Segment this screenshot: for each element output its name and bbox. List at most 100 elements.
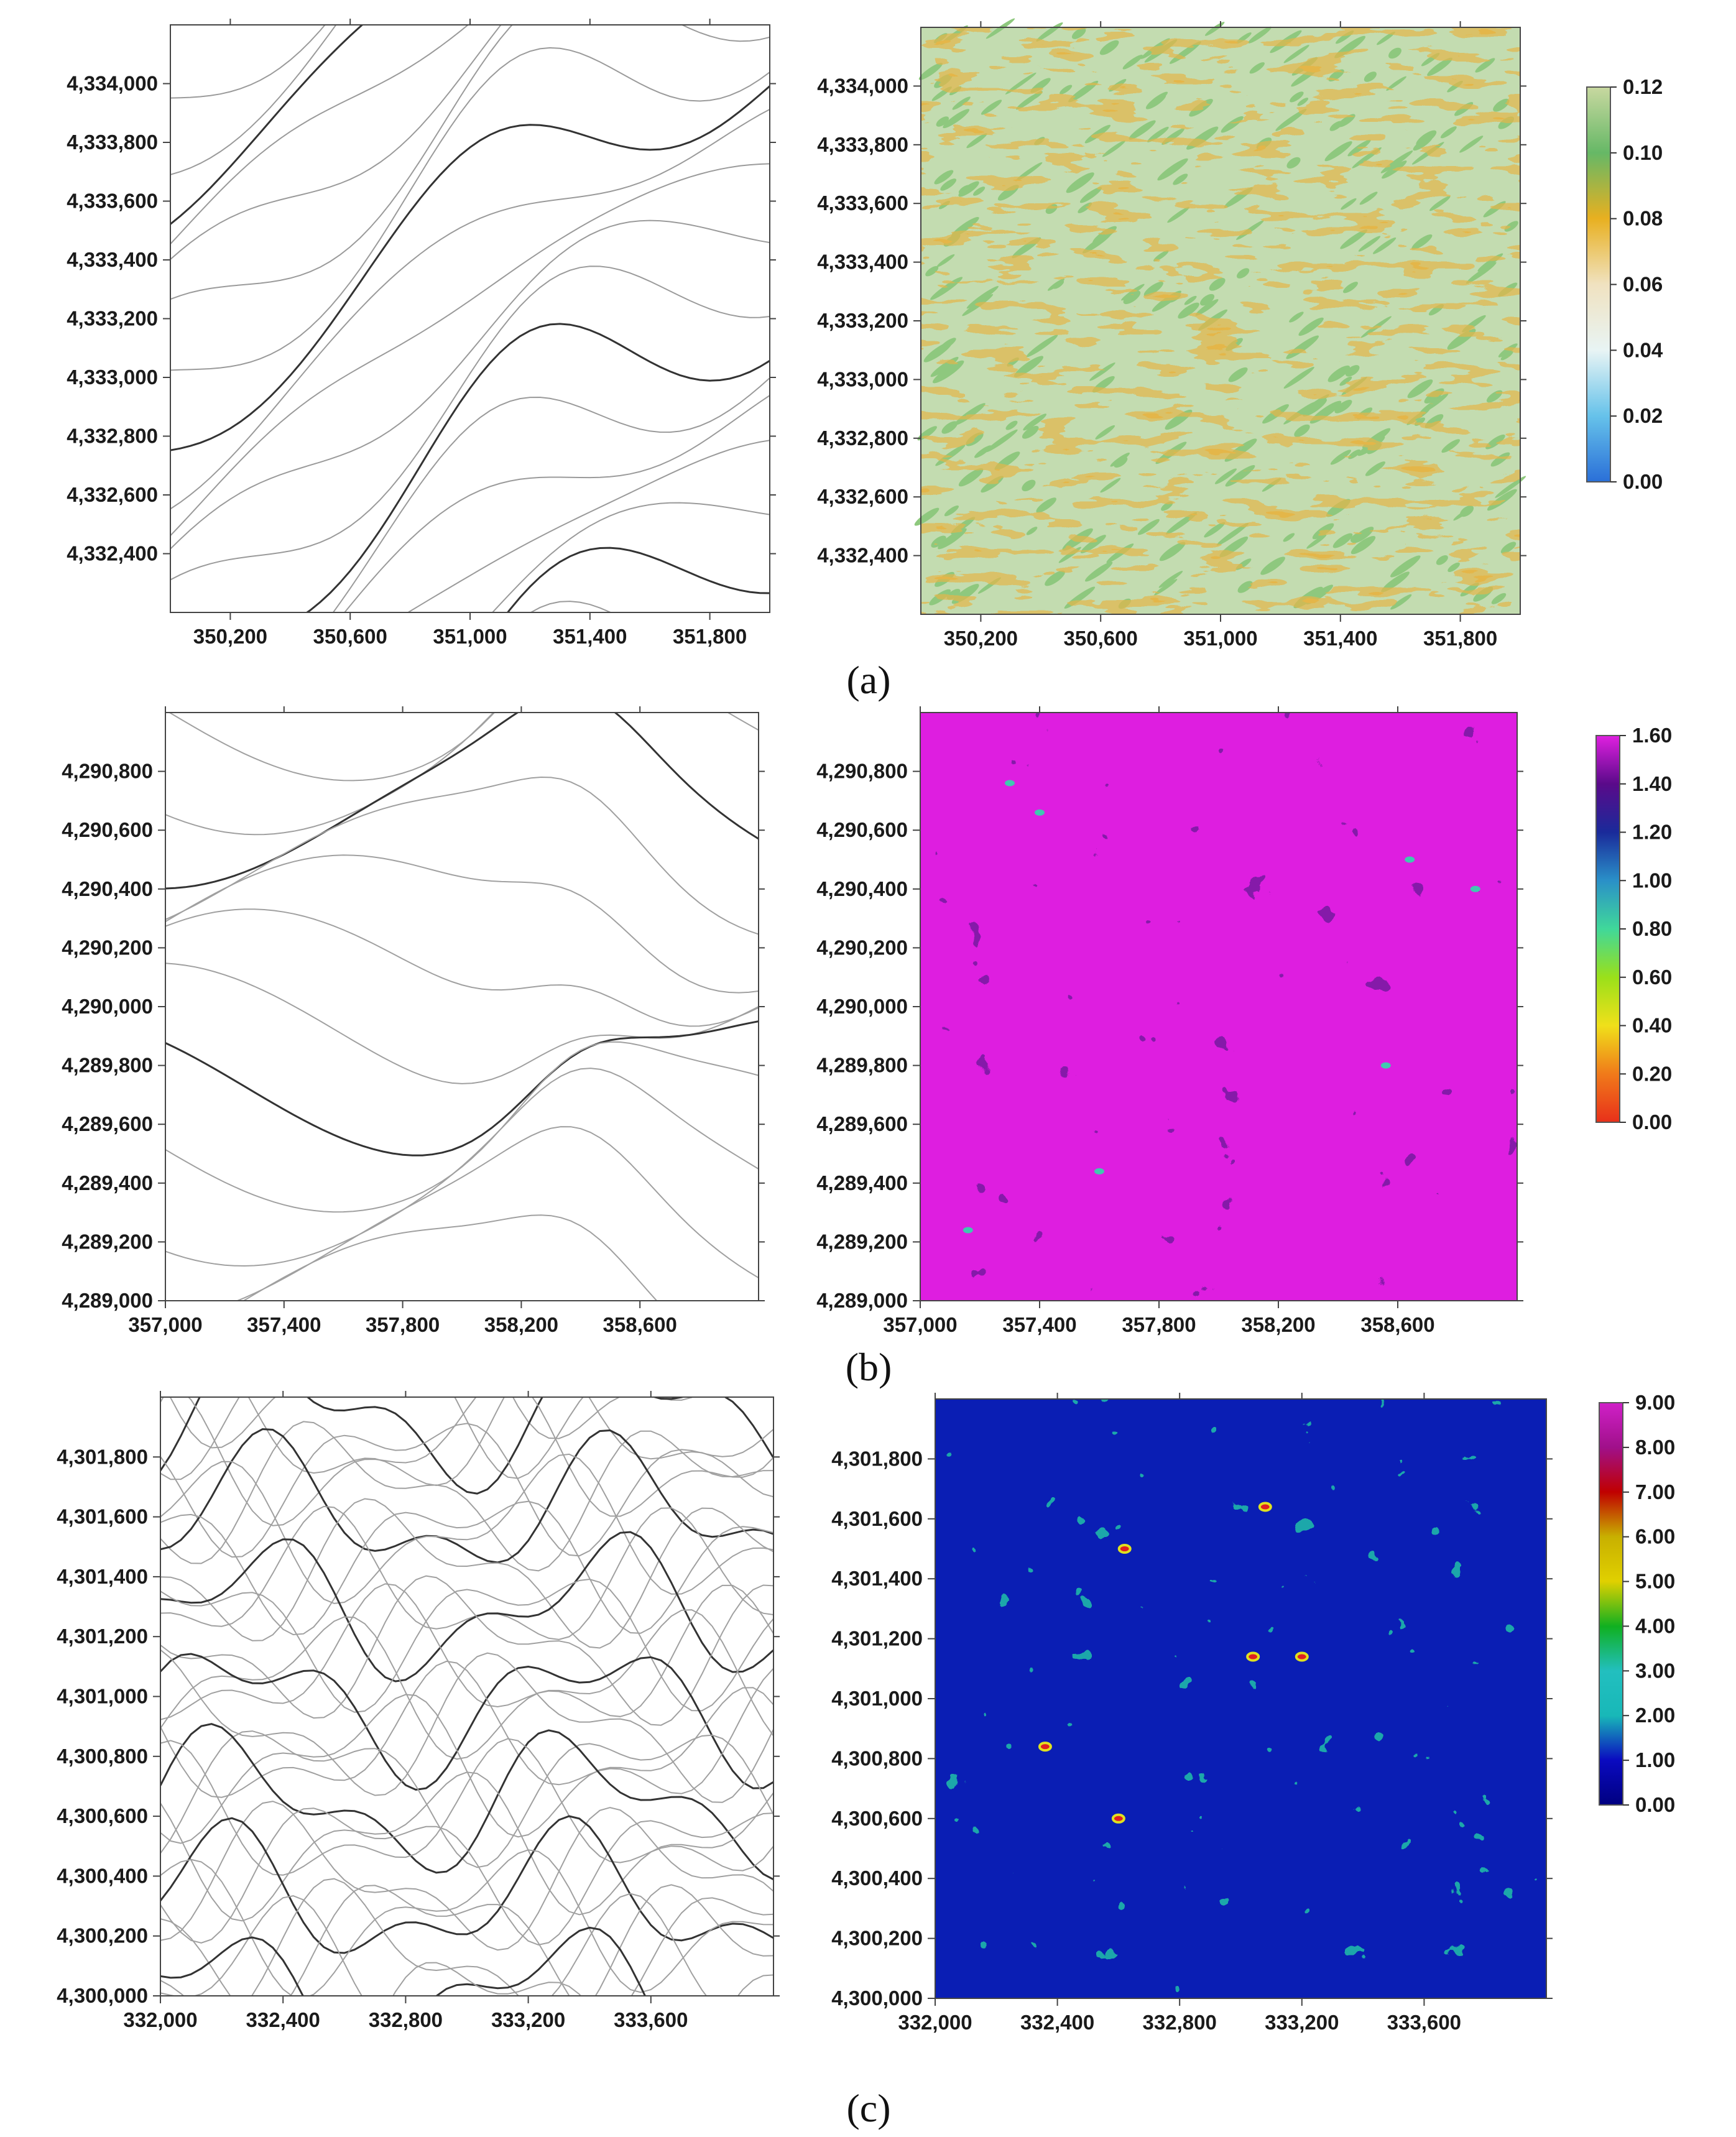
y-tick-label: 4,300,200 bbox=[57, 1924, 148, 1947]
y-tick-label: 4,290,600 bbox=[816, 818, 908, 841]
x-tick-label: 358,200 bbox=[1241, 1313, 1315, 1336]
index-contour-line bbox=[170, 25, 364, 225]
y-tick-label: 4,289,200 bbox=[62, 1230, 153, 1253]
y-tick-label: 4,301,800 bbox=[57, 1445, 148, 1468]
heatmap-peak bbox=[1470, 885, 1480, 892]
x-tick-label: 357,800 bbox=[1122, 1313, 1196, 1336]
y-tick-label: 4,300,400 bbox=[57, 1864, 148, 1887]
colorbar-tick-label: 0.06 bbox=[1623, 273, 1663, 296]
contour-line bbox=[165, 908, 759, 1027]
y-tick-label: 4,333,000 bbox=[67, 366, 158, 389]
y-tick-label: 4,333,400 bbox=[817, 251, 908, 274]
panels-layer: 350,200 350,600 351,000 351,400 351,800 4,334… bbox=[57, 18, 1675, 2130]
contour-line bbox=[160, 1660, 773, 1798]
colorbar-tick-label: 1.60 bbox=[1632, 724, 1672, 747]
x-tick-label: 357,000 bbox=[128, 1313, 202, 1336]
heatmap-peak bbox=[1295, 1651, 1309, 1662]
heatmap-peak bbox=[1111, 1813, 1125, 1824]
contour-line bbox=[332, 377, 770, 612]
y-tick-label: 4,333,200 bbox=[67, 307, 158, 330]
index-contour-line bbox=[160, 1926, 647, 1996]
x-tick-label: 332,400 bbox=[246, 2008, 320, 2031]
contour-line bbox=[165, 776, 759, 935]
y-tick-label: 4,300,600 bbox=[57, 1804, 148, 1827]
x-tick-label: 350,600 bbox=[313, 625, 387, 648]
colorbar-tick-label: 7.00 bbox=[1635, 1480, 1675, 1503]
x-tick-label: 351,400 bbox=[553, 625, 627, 648]
panel-caption: (a) bbox=[846, 658, 890, 702]
contour-panel-b: 357,000 357,400 357,800 358,200 358,600 4,290… bbox=[62, 706, 765, 1336]
heatmap-peak bbox=[1246, 1651, 1260, 1662]
y-tick-label: 4,289,400 bbox=[816, 1171, 908, 1194]
contour-line bbox=[170, 25, 326, 99]
y-tick-label: 4,289,800 bbox=[816, 1054, 908, 1077]
y-tick-label: 4,300,000 bbox=[831, 1987, 923, 2010]
index-contour-line bbox=[160, 1531, 773, 1682]
y-tick-label: 4,300,800 bbox=[831, 1747, 923, 1770]
y-tick-label: 4,300,200 bbox=[831, 1927, 923, 1950]
y-tick-label: 4,332,400 bbox=[817, 544, 908, 567]
contour-line bbox=[160, 1807, 773, 1946]
heatmap-peak bbox=[1405, 856, 1415, 863]
colorbar-tick-label: 0.40 bbox=[1632, 1014, 1672, 1037]
x-tick-label: 350,200 bbox=[193, 625, 267, 648]
contour-line bbox=[160, 1575, 773, 1726]
x-tick-label: 351,800 bbox=[1423, 627, 1497, 650]
x-tick-label: 351,000 bbox=[433, 625, 507, 648]
contour-line bbox=[160, 1801, 773, 1951]
contour-line bbox=[169, 1397, 694, 1449]
x-tick-label: 351,000 bbox=[1183, 627, 1257, 650]
colorbar-tick-label: 0.00 bbox=[1623, 470, 1663, 493]
contour-line bbox=[491, 502, 770, 612]
x-tick-label: 333,600 bbox=[1387, 2011, 1461, 2034]
y-tick-label: 4,290,200 bbox=[62, 936, 153, 959]
colorbar-tick-label: 0.00 bbox=[1635, 1793, 1675, 1816]
y-tick-label: 4,301,800 bbox=[831, 1447, 923, 1470]
contour-line bbox=[160, 1771, 773, 1922]
contour-line bbox=[242, 1214, 658, 1301]
colorbar-tick-label: 1.00 bbox=[1632, 869, 1672, 892]
y-tick-label: 4,300,600 bbox=[831, 1807, 923, 1830]
contour-line bbox=[160, 1687, 773, 1844]
contour-line bbox=[160, 1453, 773, 1604]
y-tick-label: 4,333,600 bbox=[817, 192, 908, 215]
y-tick-label: 4,332,600 bbox=[67, 483, 158, 506]
x-tick-label: 358,200 bbox=[484, 1313, 558, 1336]
contour-background bbox=[170, 25, 770, 612]
x-tick-label: 358,600 bbox=[1360, 1313, 1434, 1336]
x-tick-label: 357,000 bbox=[883, 1313, 957, 1336]
heatmap-peak bbox=[1094, 1168, 1104, 1175]
heatmap-panel-b: 357,000 357,400 357,800 358,200 358,600 4,290… bbox=[816, 706, 1523, 1336]
contour-line bbox=[160, 1878, 773, 1996]
y-tick-label: 4,289,200 bbox=[816, 1230, 908, 1253]
y-tick-label: 4,289,000 bbox=[62, 1289, 153, 1312]
contour-line bbox=[160, 1649, 773, 1803]
index-contour-line bbox=[170, 85, 770, 451]
index-contour-line bbox=[160, 1723, 773, 1881]
colorbar-tick-label: 1.20 bbox=[1632, 821, 1672, 844]
x-tick-label: 333,200 bbox=[491, 2008, 565, 2031]
contour-line bbox=[160, 1730, 773, 1868]
y-tick-label: 4,301,600 bbox=[831, 1507, 923, 1530]
colorbar-tick-label: 0.00 bbox=[1632, 1110, 1672, 1133]
contour-lines bbox=[160, 1397, 773, 1996]
heatmap-peak bbox=[963, 1227, 973, 1234]
contour-line bbox=[165, 854, 759, 994]
contour-line bbox=[160, 1609, 773, 1760]
contour-line bbox=[165, 1068, 759, 1267]
y-tick-label: 4,332,600 bbox=[817, 485, 908, 508]
y-tick-label: 4,301,400 bbox=[57, 1565, 148, 1588]
colorbar-tick-label: 0.80 bbox=[1632, 917, 1672, 940]
heatmap-peak bbox=[1005, 780, 1015, 787]
contour-line bbox=[170, 265, 770, 581]
colorbar-tick-label: 2.00 bbox=[1635, 1704, 1675, 1727]
contour-panel-c: 332,000 332,400 332,800 333,200 333,600 4,301… bbox=[57, 1391, 780, 2031]
index-contour-line bbox=[165, 713, 759, 890]
heatmap-peak bbox=[1117, 1544, 1132, 1554]
y-tick-label: 4,290,400 bbox=[816, 877, 908, 900]
x-tick-label: 350,200 bbox=[944, 627, 1018, 650]
y-tick-label: 4,290,000 bbox=[816, 995, 908, 1018]
colorbar-ramp bbox=[1586, 86, 1611, 482]
heatmap-peak bbox=[1258, 1502, 1272, 1512]
